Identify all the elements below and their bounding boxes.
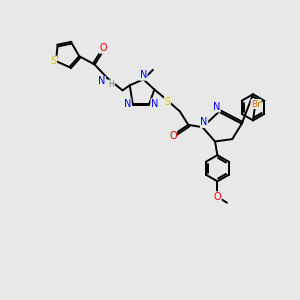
- Text: O: O: [169, 131, 177, 141]
- Text: O: O: [99, 43, 107, 53]
- Text: S: S: [50, 56, 57, 66]
- Text: N: N: [200, 118, 208, 128]
- Text: H: H: [109, 80, 115, 89]
- Text: O: O: [214, 192, 221, 202]
- Text: N: N: [124, 99, 131, 109]
- Text: N: N: [98, 76, 106, 86]
- Text: N: N: [140, 70, 147, 80]
- Text: Br: Br: [251, 100, 261, 109]
- Text: S: S: [164, 97, 170, 107]
- Text: N: N: [151, 99, 158, 109]
- Text: N: N: [213, 102, 220, 112]
